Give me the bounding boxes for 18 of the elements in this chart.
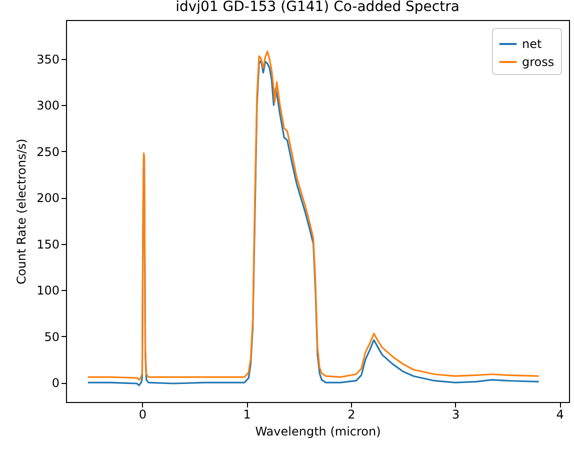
legend-label: net — [522, 37, 542, 51]
chart-title: idvj01 GD-153 (G141) Co-added Spectra — [176, 0, 460, 15]
y-tick-label: 0 — [52, 376, 60, 390]
y-tick-label: 150 — [36, 237, 60, 252]
y-tick-label: 200 — [36, 191, 60, 206]
x-tick-label: 4 — [556, 408, 564, 422]
x-tick-label: 1 — [243, 408, 251, 422]
y-tick-label: 50 — [44, 330, 60, 344]
y-tick-label: 100 — [36, 284, 60, 298]
y-axis-title: Count Rate (electrons/s) — [14, 138, 29, 284]
legend-label: gross — [522, 55, 554, 69]
x-tick-label: 2 — [348, 408, 356, 422]
x-tick-label: 3 — [452, 408, 460, 422]
x-tick-label: 0 — [138, 408, 146, 422]
y-tick-label: 350 — [36, 52, 60, 66]
y-tick-label: 250 — [36, 144, 60, 159]
y-tick-label: 300 — [36, 98, 60, 113]
x-axis-title: Wavelength (micron) — [255, 424, 381, 438]
